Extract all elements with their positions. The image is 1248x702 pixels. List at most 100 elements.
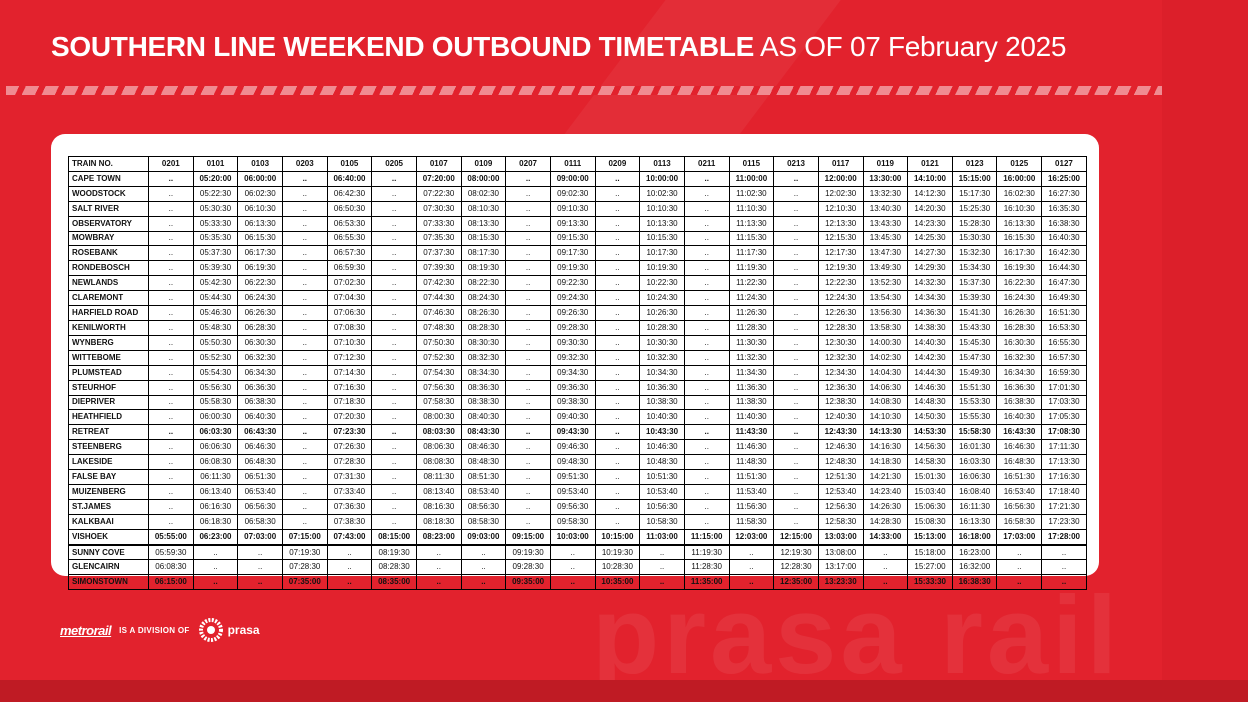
departure-time: .. bbox=[326, 574, 373, 591]
departure-time: .. bbox=[594, 319, 641, 336]
departure-time: 06:26:30 bbox=[237, 305, 283, 321]
departure-time: 17:01:30 bbox=[1041, 379, 1087, 396]
departure-time: 16:06:30 bbox=[951, 469, 998, 485]
departure-time: 09:28:30 bbox=[549, 319, 596, 336]
departure-time: 16:10:30 bbox=[996, 200, 1043, 217]
departure-time: 15:30:30 bbox=[951, 230, 998, 247]
departure-time: 07:42:30 bbox=[415, 275, 462, 292]
departure-time: 05:39:30 bbox=[192, 260, 239, 277]
departure-time: 07:08:30 bbox=[326, 319, 373, 336]
departure-time: 10:36:30 bbox=[639, 379, 685, 396]
departure-time: 12:38:30 bbox=[817, 394, 864, 411]
departure-time: 08:10:30 bbox=[460, 200, 507, 217]
departure-time: .. bbox=[773, 483, 819, 500]
departure-time: .. bbox=[683, 424, 730, 441]
departure-time: 09:48:30 bbox=[549, 454, 596, 471]
departure-time: .. bbox=[148, 439, 194, 456]
departure-time: .. bbox=[594, 200, 641, 217]
departure-time: 15:06:30 bbox=[907, 498, 953, 515]
departure-time: .. bbox=[371, 170, 417, 187]
departure-time: .. bbox=[683, 305, 730, 321]
departure-time: 06:28:30 bbox=[237, 319, 283, 336]
departure-time: .. bbox=[281, 513, 328, 530]
departure-time: 10:19:30 bbox=[639, 260, 685, 277]
departure-time: 08:28:30 bbox=[371, 559, 417, 576]
departure-time: 16:02:30 bbox=[996, 185, 1043, 202]
train-number-header: 0201 bbox=[148, 156, 194, 172]
departure-time: 15:18:00 bbox=[907, 543, 953, 561]
station-name: KALKBAAI bbox=[68, 513, 149, 530]
departure-time: 12:40:30 bbox=[817, 409, 864, 426]
departure-time: .. bbox=[773, 439, 819, 456]
station-name: STEENBERG bbox=[68, 439, 149, 456]
station-row: ST.JAMES.. 06:16:30 06:56:30.. 07:36:30.. 08… bbox=[68, 498, 1087, 515]
departure-time: 14:00:30 bbox=[862, 334, 909, 351]
departure-time: 09:38:30 bbox=[549, 394, 596, 411]
departure-time: 08:35:00 bbox=[371, 574, 417, 591]
departure-time: 17:11:30 bbox=[1041, 439, 1087, 456]
departure-time: 16:18:00 bbox=[951, 528, 998, 546]
departure-time: 06:24:30 bbox=[237, 290, 283, 307]
departure-time: 08:15:30 bbox=[460, 230, 507, 247]
departure-time: 11:34:30 bbox=[728, 364, 775, 381]
departure-time: 07:44:30 bbox=[415, 290, 462, 307]
departure-time: 07:23:30 bbox=[326, 424, 373, 441]
departure-time: 14:16:30 bbox=[862, 439, 909, 456]
departure-time: .. bbox=[862, 559, 909, 576]
departure-time: .. bbox=[773, 185, 819, 202]
departure-time: .. bbox=[371, 469, 417, 485]
departure-time: 15:34:30 bbox=[951, 260, 998, 277]
departure-time: 12:35:00 bbox=[773, 574, 819, 591]
departure-time: .. bbox=[281, 483, 328, 500]
departure-time: 07:54:30 bbox=[415, 364, 462, 381]
departure-time: 06:19:30 bbox=[237, 260, 283, 277]
departure-time: 10:35:00 bbox=[594, 574, 641, 591]
departure-time: .. bbox=[281, 185, 328, 202]
departure-time: 14:27:30 bbox=[907, 245, 953, 262]
station-row: LAKESIDE.. 06:08:30 06:48:30.. 07:28:30.. 08… bbox=[68, 454, 1087, 471]
departure-time: 08:36:30 bbox=[460, 379, 507, 396]
departure-time: 16:22:30 bbox=[996, 275, 1043, 292]
departure-time: 08:32:30 bbox=[460, 349, 507, 366]
station-name: WYNBERG bbox=[68, 334, 149, 351]
departure-time: .. bbox=[371, 513, 417, 530]
departure-time: .. bbox=[683, 454, 730, 471]
departure-time: 06:30:30 bbox=[237, 334, 283, 351]
station-row: RETREAT.. 06:03:30 06:43:30.. 07:23:30.. 08:… bbox=[68, 424, 1087, 441]
departure-time: .. bbox=[281, 260, 328, 277]
station-name: ST.JAMES bbox=[68, 498, 149, 515]
departure-time: 07:03:00 bbox=[237, 528, 283, 546]
title-main: SOUTHERN LINE WEEKEND OUTBOUND TIMETABLE bbox=[51, 31, 755, 62]
departure-time: 11:30:30 bbox=[728, 334, 775, 351]
departure-time: 16:01:30 bbox=[951, 439, 998, 456]
departure-time: 10:02:30 bbox=[639, 185, 685, 202]
departure-time: .. bbox=[505, 245, 551, 262]
departure-time: .. bbox=[148, 483, 194, 500]
departure-time: .. bbox=[505, 439, 551, 456]
departure-time: 15:03:40 bbox=[907, 483, 953, 500]
departure-time: 10:22:30 bbox=[639, 275, 685, 292]
departure-time: 17:03:30 bbox=[1041, 394, 1087, 411]
departure-time: .. bbox=[281, 394, 328, 411]
departure-time: 08:18:30 bbox=[415, 513, 462, 530]
departure-time: 11:15:00 bbox=[683, 528, 730, 546]
departure-time: 16:28:30 bbox=[996, 319, 1043, 336]
train-number-header: 0117 bbox=[817, 156, 864, 172]
departure-time: .. bbox=[415, 574, 462, 591]
corner-label: TRAIN NO. bbox=[68, 156, 149, 172]
departure-time: 15:47:30 bbox=[951, 349, 998, 366]
station-row: SIMONSTOWN 06:15:00.... 07:35:00.. 08:35:00… bbox=[68, 574, 1087, 591]
departure-time: .. bbox=[148, 513, 194, 530]
station-row: SUNNY COVE 05:59:30.... 07:19:30.. 08:19:30… bbox=[68, 543, 1087, 561]
departure-time: 06:32:30 bbox=[237, 349, 283, 366]
departure-time: .. bbox=[594, 275, 641, 292]
departure-time: 07:35:30 bbox=[415, 230, 462, 247]
departure-time: .. bbox=[148, 424, 194, 441]
station-row: VISHOEK 05:55:00 06:23:00 07:03:00 07:15:00 0… bbox=[68, 528, 1087, 546]
departure-time: .. bbox=[148, 394, 194, 411]
departure-time: 11:56:30 bbox=[728, 498, 775, 515]
departure-time: 09:56:30 bbox=[549, 498, 596, 515]
departure-time: 17:23:30 bbox=[1041, 513, 1087, 530]
departure-time: 08:00:00 bbox=[460, 170, 507, 187]
departure-time: 17:28:00 bbox=[1041, 528, 1087, 546]
